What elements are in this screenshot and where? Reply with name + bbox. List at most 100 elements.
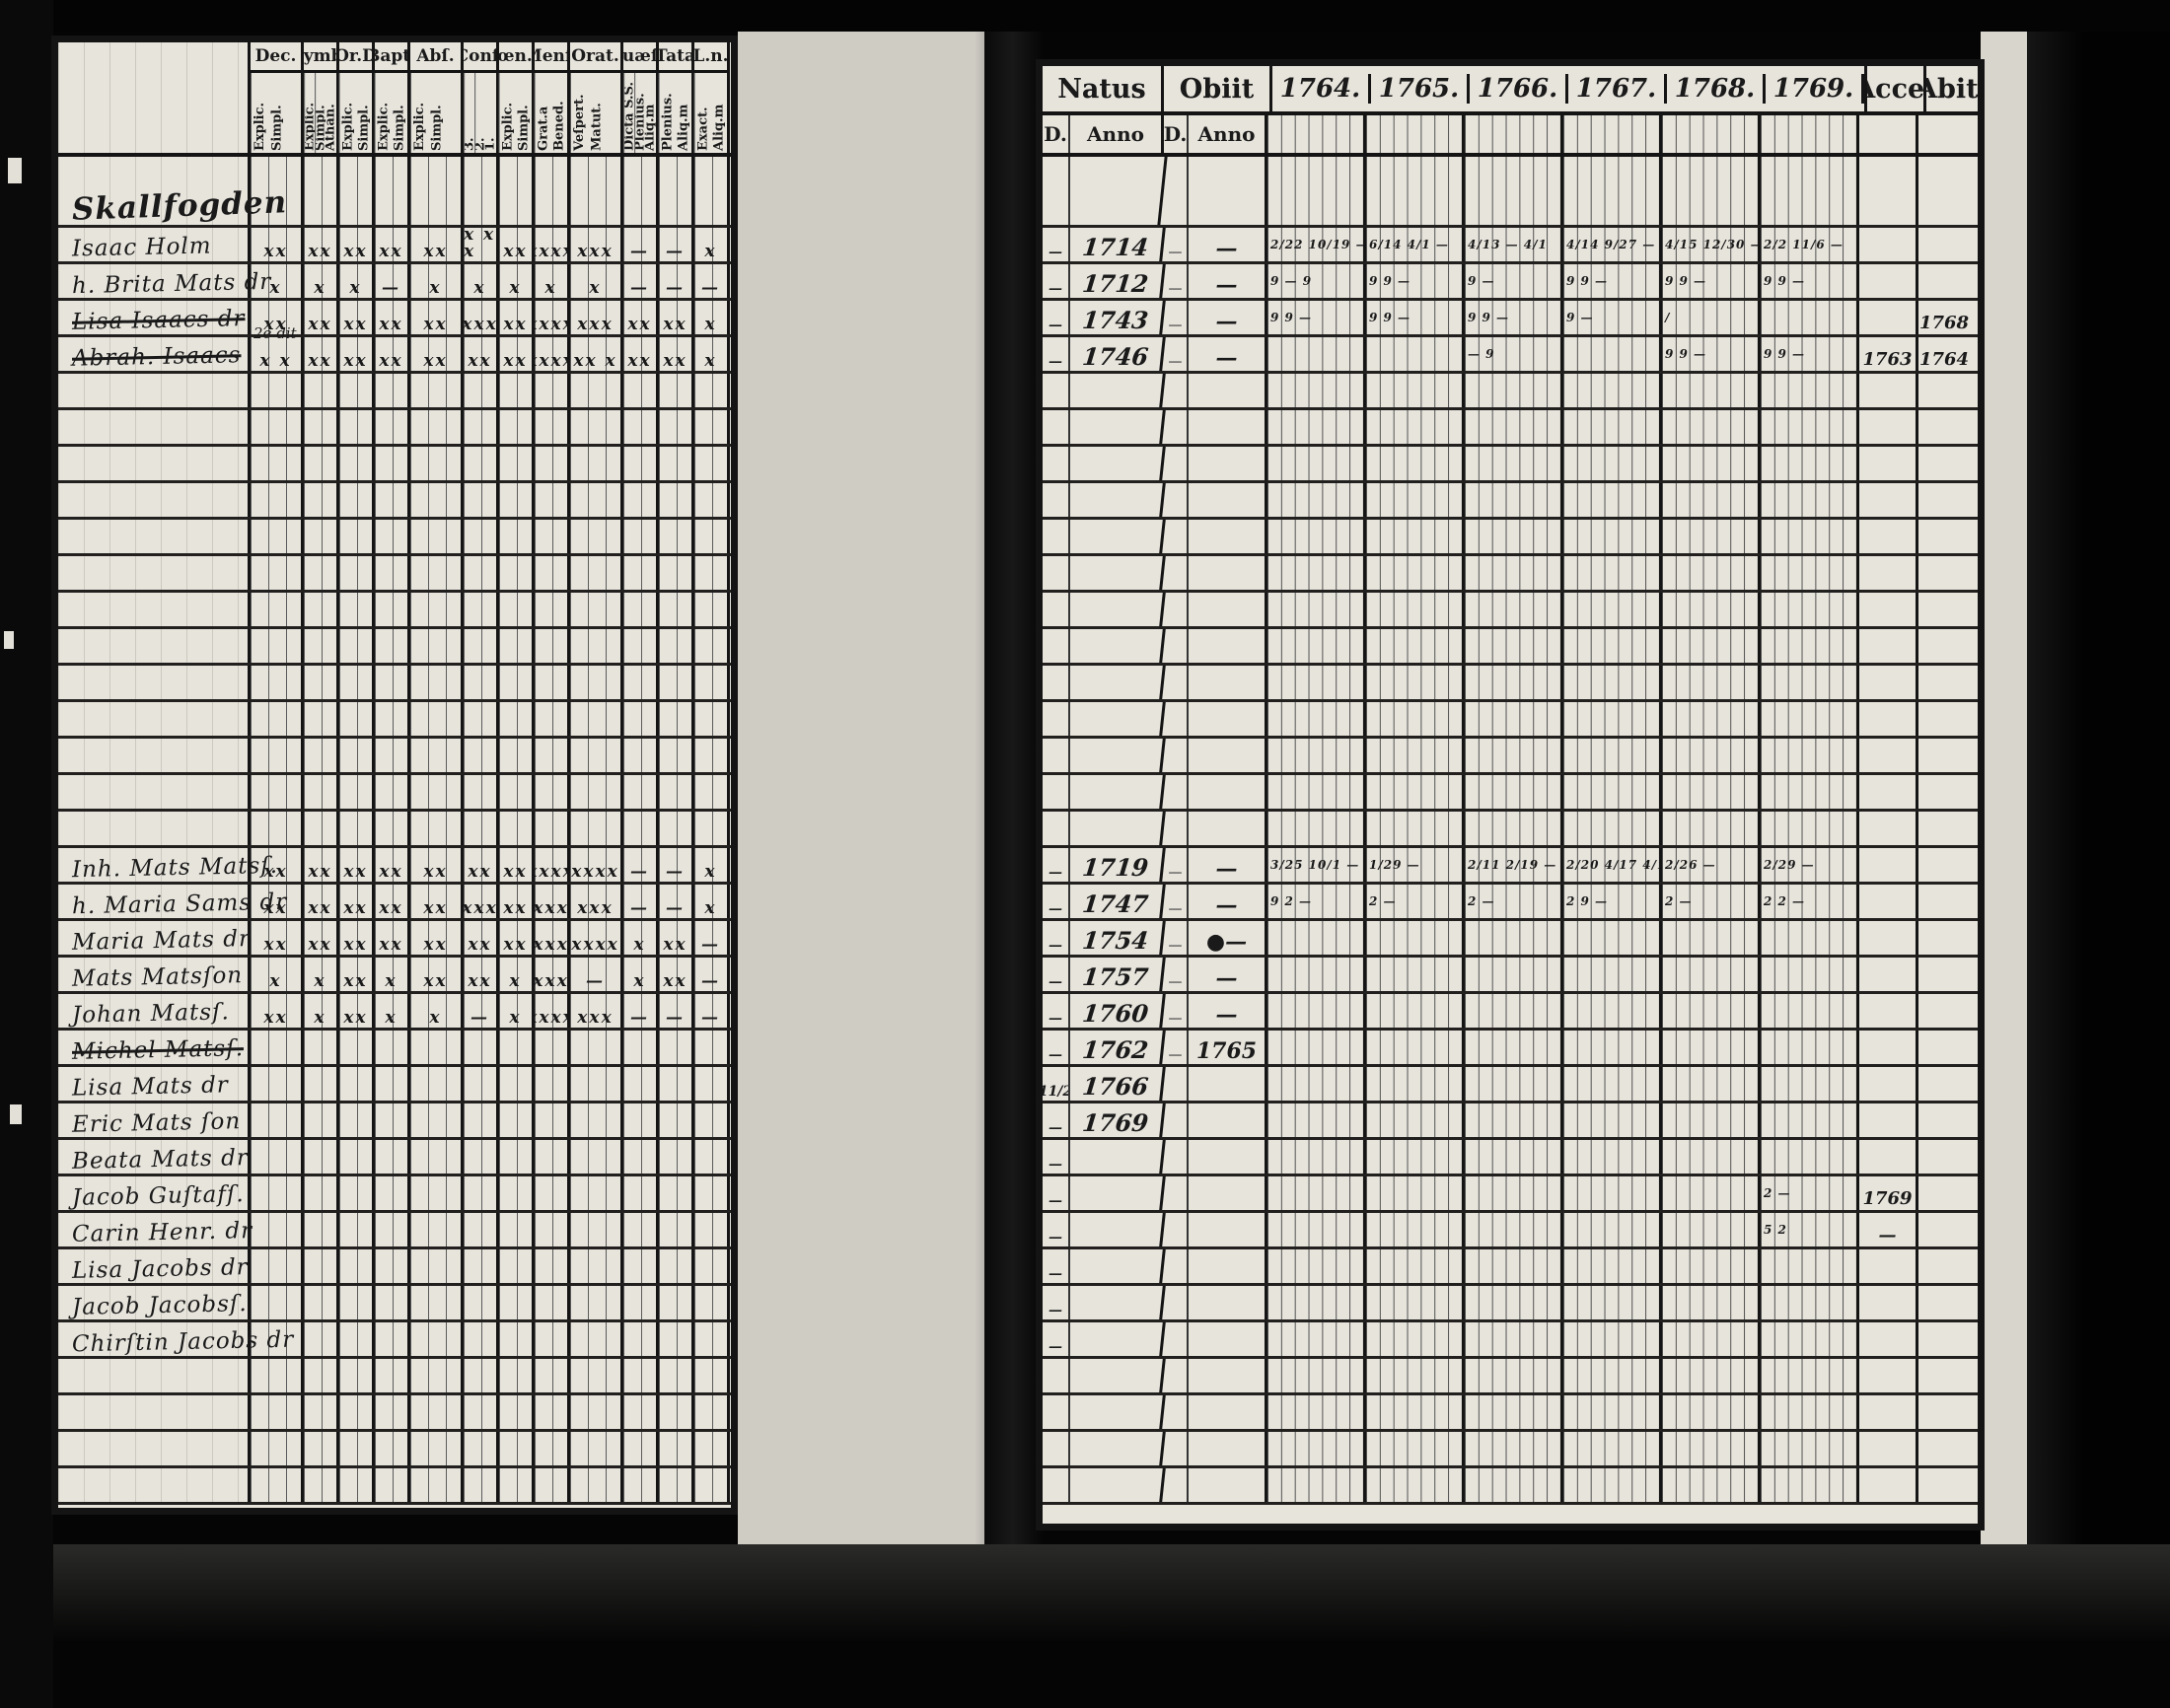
exam-mark-cell: — — [623, 885, 659, 918]
exam-mark-cell — [339, 1249, 375, 1283]
year-mark-cell — [1761, 994, 1859, 1028]
exam-mark-cell — [304, 556, 339, 590]
exam-mark-cell — [339, 1286, 375, 1319]
natus-anno-cell: 1746 — [1068, 337, 1166, 371]
exam-mark-cell — [499, 520, 535, 553]
year-subcolumns — [1465, 115, 1563, 153]
exam-marks — [251, 1140, 730, 1174]
year-mark-cell — [1267, 702, 1366, 736]
exam-mark-cell: xx — [410, 301, 464, 334]
exam-mark-cell: xx — [304, 921, 339, 955]
year-mark-cell — [1267, 775, 1366, 809]
year-mark-cell — [1267, 1286, 1366, 1319]
exam-mark-cell — [304, 410, 339, 444]
exam-mark-cell: xx — [251, 921, 304, 955]
abiit-cell — [1918, 848, 1970, 882]
exam-mark-cell — [410, 157, 464, 225]
abiit-cell — [1918, 374, 1970, 407]
year-mark-cell — [1465, 447, 1563, 480]
year-mark-cell: 1/29 — — [1366, 848, 1465, 882]
year-mark-cell — [1662, 1249, 1761, 1283]
year-mark-cell — [1366, 447, 1465, 480]
year-mark-cell — [1366, 812, 1465, 845]
obiit-anno-cell — [1189, 556, 1267, 590]
year-mark-cells: 3/25 10/1 — 1/29 — 2/11 2/19 — 2/20 4/17… — [1267, 848, 1859, 882]
exam-mark-cell — [623, 1286, 659, 1319]
year-mark-cells — [1267, 1031, 1859, 1064]
acces-cell — [1859, 1249, 1918, 1283]
abiit-cell — [1918, 812, 1970, 845]
exam-mark-cell — [659, 593, 694, 626]
acces-cell — [1859, 1359, 1918, 1392]
exam-mark-cell: x — [339, 264, 375, 298]
exam-mark-cell — [410, 1322, 464, 1356]
exam-mark-cell — [304, 629, 339, 663]
exam-mark-cell — [694, 1468, 730, 1502]
year-mark-cell — [1563, 447, 1662, 480]
exam-mark-cell — [694, 410, 730, 444]
acces-cell — [1859, 556, 1918, 590]
exam-mark-cell — [375, 593, 410, 626]
exam-mark-cell — [251, 775, 304, 809]
exam-mark-cell: xx — [251, 228, 304, 261]
exam-mark-cell: xx — [339, 301, 375, 334]
exam-mark-cell — [410, 1140, 464, 1174]
year-mark-cell — [1563, 337, 1662, 371]
year-mark-cell — [1761, 374, 1859, 407]
year-mark-cells — [1267, 1468, 1859, 1502]
abiit-cell — [1918, 1176, 1970, 1210]
column-sublabel: Veſpert. — [570, 73, 588, 153]
obiit-day-cell: — — [1164, 885, 1189, 918]
exam-mark-cell — [464, 1468, 499, 1502]
exam-mark-cell — [535, 1322, 570, 1356]
exam-mark-cell — [570, 1395, 623, 1429]
obiit-day-cell — [1164, 410, 1189, 444]
exam-mark-cell — [375, 520, 410, 553]
natus-anno-cell: 1766 — [1068, 1067, 1166, 1101]
ledger-row: — 1714 — — 2/22 10/19 — 6/14 4/1 — 4/13 … — [1043, 228, 1978, 264]
natus-day-cell: — — [1043, 1249, 1070, 1283]
exam-mark-cell — [623, 520, 659, 553]
year-mark-cell — [1563, 1067, 1662, 1101]
name-cell — [58, 702, 251, 736]
year-mark-cell — [1366, 1213, 1465, 1246]
exam-mark-cell — [251, 1468, 304, 1502]
person-name: Eric Mats ſon — [71, 1108, 242, 1138]
abiit-cell — [1918, 629, 1970, 663]
year-mark-cell — [1662, 1103, 1761, 1137]
obiit-anno-cell — [1189, 1322, 1267, 1356]
year-mark-cell — [1563, 374, 1662, 407]
column-group-label: Symb. — [304, 42, 336, 73]
acces-cell — [1859, 264, 1918, 298]
exam-mark-cell — [339, 410, 375, 444]
column-sublabel: 3. — [464, 73, 475, 153]
exam-mark-cell — [535, 1359, 570, 1392]
year-mark-cell: — 9 — [1465, 337, 1563, 371]
exam-mark-cell: xx — [251, 848, 304, 882]
obiit-anno-cell — [1189, 447, 1267, 480]
right-table-body: — 1714 — — 2/22 10/19 — 6/14 4/1 — 4/13 … — [1043, 157, 1978, 1359]
exam-mark-cell: x — [623, 921, 659, 955]
exam-mark-cell — [659, 447, 694, 480]
obiit-anno-cell — [1189, 1468, 1267, 1502]
exam-mark-cell: x — [499, 264, 535, 298]
exam-marks — [251, 1359, 730, 1392]
exam-mark-cell — [251, 1176, 304, 1210]
column-sublabel: Simpl. — [315, 73, 326, 153]
acces-cell — [1859, 629, 1918, 663]
exam-mark-cell — [304, 1103, 339, 1137]
year-mark-cell — [1366, 556, 1465, 590]
year-mark-cell — [1662, 1468, 1761, 1502]
exam-mark-cell — [464, 1067, 499, 1101]
column-sublabels: Exact. Aliq.m — [694, 73, 727, 153]
exam-mark-cell: — — [694, 264, 730, 298]
year-mark-cell: 9 9 — — [1662, 264, 1761, 298]
fold-shadow — [975, 30, 1044, 1568]
exam-mark-cell — [251, 483, 304, 517]
name-cell: Eric Mats ſon — [58, 1103, 251, 1138]
ledger-row — [58, 666, 731, 702]
exam-mark-cell — [375, 1286, 410, 1319]
exam-mark-cell — [304, 1432, 339, 1465]
year-mark-cell — [1563, 921, 1662, 955]
column-sublabel: Explic. — [375, 73, 392, 153]
